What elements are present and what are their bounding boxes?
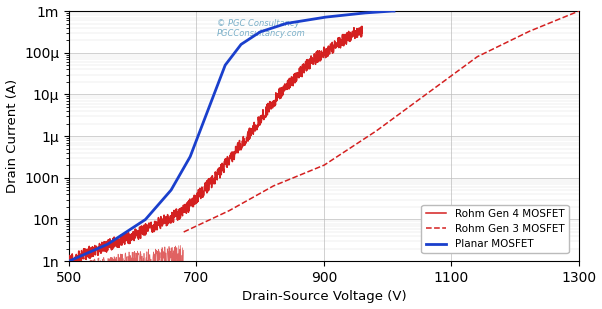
Planar MOSFET [66,259,73,263]
Rohm Gen 4 MOSFET [358,24,365,28]
Rohm Gen 4 MOSFET [184,200,191,204]
Rohm Gen 4 MOSFET [300,65,307,69]
Rohm Gen 3 MOSFET [413,99,420,103]
Planar MOSFET [262,28,270,32]
Rohm Gen 3 MOSFET [250,195,257,199]
Planar MOSFET [346,13,353,16]
Line: Planar MOSFET: Planar MOSFET [69,11,394,261]
Rohm Gen 4 MOSFET [67,264,74,268]
Planar MOSFET [273,25,280,28]
Planar MOSFET [388,9,395,13]
Line: Rohm Gen 4 MOSFET: Rohm Gen 4 MOSFET [69,26,362,266]
Rohm Gen 4 MOSFET [267,107,274,110]
Line: Rohm Gen 3 MOSFET: Rohm Gen 3 MOSFET [184,11,579,232]
Rohm Gen 4 MOSFET [66,261,73,265]
Rohm Gen 3 MOSFET [576,9,583,13]
Rohm Gen 3 MOSFET [444,77,452,80]
Text: © PGC Consultancy
PGCConsultancy.com: © PGC Consultancy PGCConsultancy.com [217,19,306,38]
Rohm Gen 4 MOSFET [96,247,103,250]
Rohm Gen 4 MOSFET [359,31,366,34]
Rohm Gen 4 MOSFET [195,188,202,192]
Y-axis label: Drain Current (A): Drain Current (A) [5,79,19,193]
Rohm Gen 3 MOSFET [477,53,485,57]
Rohm Gen 4 MOSFET [294,71,302,74]
Planar MOSFET [254,32,261,35]
Legend: Rohm Gen 4 MOSFET, Rohm Gen 3 MOSFET, Planar MOSFET: Rohm Gen 4 MOSFET, Rohm Gen 3 MOSFET, Pl… [421,205,568,253]
Planar MOSFET [312,17,319,20]
Rohm Gen 3 MOSFET [359,138,366,142]
X-axis label: Drain-Source Voltage (V): Drain-Source Voltage (V) [241,290,406,303]
Planar MOSFET [85,251,93,254]
Rohm Gen 3 MOSFET [282,179,289,183]
Planar MOSFET [391,9,398,13]
Rohm Gen 3 MOSFET [180,230,187,234]
